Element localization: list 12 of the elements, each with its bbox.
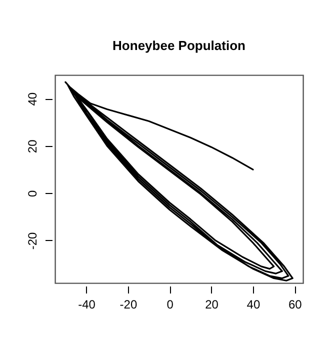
x-tick-label: 0 bbox=[166, 298, 174, 312]
x-tick-label: -40 bbox=[78, 298, 96, 312]
y-tick-label: 40 bbox=[26, 92, 40, 106]
x-tick-label: 60 bbox=[288, 298, 302, 312]
y-tick-label: 0 bbox=[26, 190, 40, 198]
line-series bbox=[64, 81, 294, 282]
x-tick-label: -20 bbox=[120, 298, 138, 312]
y-tick-label: 20 bbox=[26, 139, 40, 154]
x-tick-label: 40 bbox=[246, 298, 260, 312]
x-tick-label: 20 bbox=[205, 298, 219, 312]
y-tick-label: -20 bbox=[26, 232, 40, 250]
chart-title: Honeybee Population bbox=[112, 38, 246, 53]
